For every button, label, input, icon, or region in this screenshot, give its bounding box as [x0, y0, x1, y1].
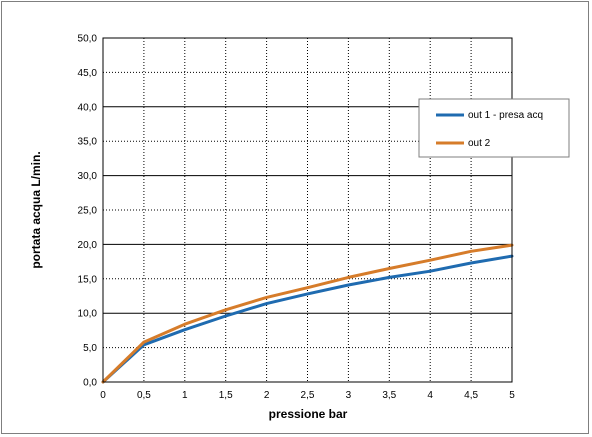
x-tick-label: 2 — [264, 390, 270, 401]
y-tick-label: 15,0 — [78, 274, 98, 285]
y-tick-label: 30,0 — [78, 171, 98, 182]
tick-labels: 0,05,010,015,020,025,030,035,040,045,050… — [78, 34, 516, 402]
x-tick-label: 0,5 — [137, 390, 151, 401]
y-tick-label: 0,0 — [83, 378, 97, 389]
x-tick-label: 4,5 — [464, 390, 478, 401]
y-tick-label: 25,0 — [78, 206, 98, 217]
legend-label-out1: out 1 - presa acq — [468, 110, 543, 121]
y-tick-label: 45,0 — [78, 68, 98, 79]
x-tick-label: 1 — [182, 390, 188, 401]
legend-label-out2: out 2 — [468, 138, 491, 149]
plot-area-border — [102, 37, 513, 383]
y-tick-label: 35,0 — [78, 137, 98, 148]
series-line-1 — [101, 254, 514, 384]
y-axis-title: portata acqua L/min. — [29, 151, 43, 268]
y-tick-label: 50,0 — [78, 34, 98, 45]
x-tick-label: 1,5 — [219, 390, 233, 401]
x-tick-label: 2,5 — [301, 390, 315, 401]
x-tick-label: 0 — [100, 390, 106, 401]
y-tick-label: 5,0 — [83, 343, 97, 354]
legend: out 1 - presa acq out 2 — [418, 98, 570, 158]
x-tick-label: 5 — [509, 390, 515, 401]
x-tick-label: 4 — [427, 390, 433, 401]
y-tick-label: 20,0 — [78, 240, 98, 251]
y-tick-label: 40,0 — [78, 102, 98, 113]
series-lines — [101, 243, 514, 384]
x-axis-title: pressione bar — [269, 407, 348, 421]
y-tick-label: 10,0 — [78, 309, 98, 320]
x-tick-label: 3 — [346, 390, 352, 401]
grid-lines — [102, 37, 513, 383]
legend-box — [418, 98, 570, 158]
x-tick-label: 3,5 — [382, 390, 396, 401]
series-line-2 — [101, 243, 514, 384]
